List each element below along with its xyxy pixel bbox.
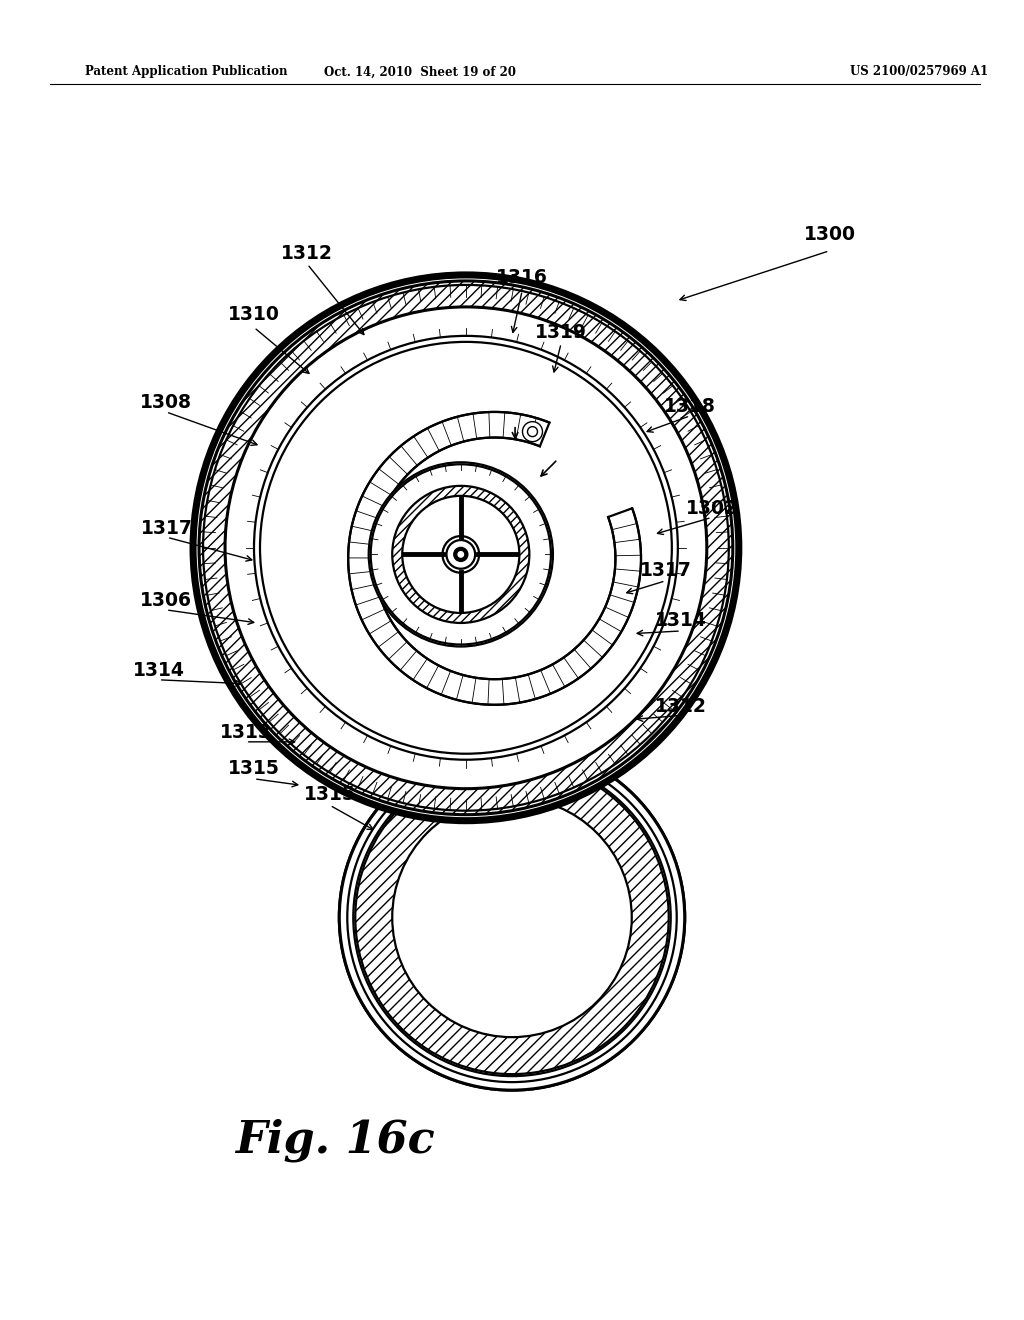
Circle shape bbox=[394, 800, 630, 1035]
Text: 1314: 1314 bbox=[133, 661, 184, 680]
Text: 1314: 1314 bbox=[655, 611, 707, 630]
Text: 1310: 1310 bbox=[228, 305, 280, 323]
Text: US 2100/0257969 A1: US 2100/0257969 A1 bbox=[850, 66, 988, 78]
Circle shape bbox=[446, 540, 475, 569]
Text: 1300: 1300 bbox=[804, 226, 855, 244]
Circle shape bbox=[392, 797, 632, 1038]
Text: 1308: 1308 bbox=[140, 393, 191, 412]
Circle shape bbox=[345, 751, 679, 1084]
Circle shape bbox=[195, 277, 737, 818]
Text: 1313: 1313 bbox=[220, 723, 271, 742]
Circle shape bbox=[392, 486, 529, 623]
Text: 1319: 1319 bbox=[536, 323, 587, 342]
Text: 1317: 1317 bbox=[640, 561, 691, 579]
Circle shape bbox=[260, 342, 672, 754]
Circle shape bbox=[454, 548, 468, 561]
Polygon shape bbox=[348, 412, 641, 705]
Text: 1312: 1312 bbox=[282, 244, 333, 263]
Circle shape bbox=[339, 744, 685, 1090]
Circle shape bbox=[371, 465, 551, 644]
Circle shape bbox=[522, 421, 543, 442]
Text: Oct. 14, 2010  Sheet 19 of 20: Oct. 14, 2010 Sheet 19 of 20 bbox=[324, 66, 516, 78]
Text: 1315: 1315 bbox=[304, 785, 355, 804]
Text: Fig. 16c: Fig. 16c bbox=[236, 1118, 435, 1162]
Circle shape bbox=[402, 496, 519, 612]
Text: 1318: 1318 bbox=[665, 397, 716, 416]
Circle shape bbox=[353, 759, 671, 1076]
Text: 1312: 1312 bbox=[655, 697, 707, 715]
Circle shape bbox=[347, 752, 677, 1082]
Circle shape bbox=[262, 345, 670, 751]
Text: Patent Application Publication: Patent Application Publication bbox=[85, 66, 288, 78]
Circle shape bbox=[457, 550, 465, 558]
Circle shape bbox=[339, 744, 685, 1090]
Circle shape bbox=[355, 760, 669, 1074]
Text: 1317: 1317 bbox=[141, 519, 193, 537]
Circle shape bbox=[353, 759, 671, 1076]
Circle shape bbox=[254, 335, 678, 760]
Circle shape bbox=[369, 462, 553, 647]
Circle shape bbox=[442, 536, 479, 573]
Circle shape bbox=[376, 440, 613, 677]
Text: 1306: 1306 bbox=[140, 591, 191, 610]
Circle shape bbox=[527, 426, 538, 437]
Circle shape bbox=[355, 760, 669, 1074]
Text: 1316: 1316 bbox=[497, 268, 548, 286]
Text: 1315: 1315 bbox=[228, 759, 280, 777]
Text: 1302: 1302 bbox=[686, 499, 737, 517]
